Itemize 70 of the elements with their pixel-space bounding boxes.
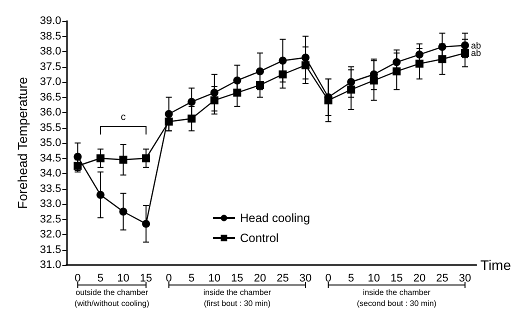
point xyxy=(142,154,150,162)
x-tick-label: 0 xyxy=(325,272,332,284)
point xyxy=(302,61,310,70)
y-tick-label: 34.5 xyxy=(40,152,62,164)
y-tick-label: 32.0 xyxy=(40,228,62,240)
point xyxy=(278,56,287,65)
x-tick-label: 10 xyxy=(368,272,380,284)
point xyxy=(142,220,150,228)
point xyxy=(278,70,287,78)
y-tick-label: 33.5 xyxy=(40,182,62,195)
point xyxy=(233,76,242,84)
annotation: ab xyxy=(471,40,482,50)
y-tick-label: 32.5 xyxy=(40,213,62,226)
point xyxy=(392,58,401,66)
x-tick-label: 30 xyxy=(458,272,472,284)
x-tick-label: 15 xyxy=(390,272,403,284)
x-tick-label: 5 xyxy=(348,272,354,284)
y-tick-label: 31.5 xyxy=(40,244,62,256)
point xyxy=(347,78,356,86)
y-tick-label: 33.0 xyxy=(40,198,62,210)
point xyxy=(164,110,173,118)
y-tick-label: 34.0 xyxy=(40,168,62,180)
point xyxy=(415,60,424,68)
annotation: c xyxy=(120,112,126,124)
y-tick-label: 38.0 xyxy=(40,46,62,58)
y-tick-label: 35.5 xyxy=(40,122,62,134)
point xyxy=(392,67,401,76)
point xyxy=(233,88,242,97)
point xyxy=(188,114,196,123)
x-tick-label: 25 xyxy=(436,272,448,284)
x-tick-label: 5 xyxy=(97,272,104,284)
text: inside the chamber (first bout : 30 min) xyxy=(203,288,272,308)
y-tick-label: 36.5 xyxy=(40,91,62,104)
y-axis-title: Forehead Temperature xyxy=(15,76,30,210)
x-tick-label: 5 xyxy=(188,272,195,284)
y-tick-label: 38.5 xyxy=(40,30,62,42)
x-tick-label: 15 xyxy=(231,272,244,284)
annotation: ab xyxy=(471,48,482,58)
y-tick-label: 37.5 xyxy=(40,60,62,73)
x-tick-label: 20 xyxy=(254,272,266,284)
point xyxy=(256,67,264,76)
point xyxy=(415,50,424,59)
y-tick-label: 31.0 xyxy=(40,259,62,271)
y-tick-label: 37.0 xyxy=(40,76,62,88)
legend-label: Control xyxy=(240,231,279,245)
x-tick-label: 0 xyxy=(74,272,81,284)
y-tick-label: 35.0 xyxy=(40,137,62,149)
point xyxy=(96,154,104,162)
x-tick-label: 20 xyxy=(413,272,426,284)
point xyxy=(210,96,218,104)
x-tick-label: 10 xyxy=(208,272,221,284)
point xyxy=(96,190,104,199)
point xyxy=(119,156,128,164)
x-tick-label: 25 xyxy=(276,272,289,284)
text: inside the chamber (second bout : 30 min) xyxy=(356,288,437,308)
x-tick-label: 0 xyxy=(166,272,172,284)
legend-label: Head cooling xyxy=(240,211,310,225)
y-tick-label: 39.0 xyxy=(40,15,62,27)
point xyxy=(438,55,446,64)
x-tick-label: 30 xyxy=(299,272,312,284)
y-tick-label: 36.0 xyxy=(40,106,62,118)
point xyxy=(461,41,470,50)
x-tick-label: 10 xyxy=(117,272,130,284)
point xyxy=(210,88,218,97)
text: outside the chamber (with/without cooling) xyxy=(74,288,150,308)
point xyxy=(119,208,128,216)
point xyxy=(302,54,310,62)
x-axis-title: Time xyxy=(480,257,512,273)
x-tick-label: 15 xyxy=(140,272,152,284)
point xyxy=(347,86,356,94)
